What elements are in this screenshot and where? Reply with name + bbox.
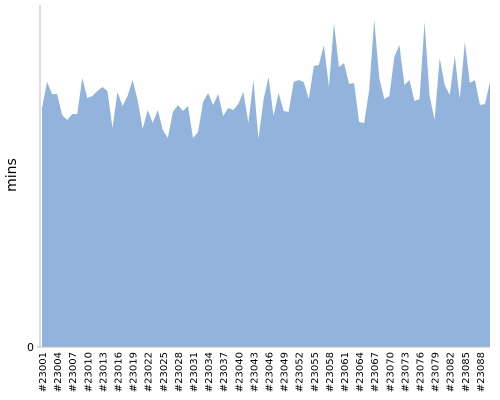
x-tick-label: #23004 [53, 352, 64, 392]
x-tick-label: #23028 [174, 352, 185, 392]
x-tick-label: #23001 [38, 352, 49, 392]
x-tick-label: #23067 [370, 352, 381, 392]
x-tick-label: #23007 [68, 352, 79, 392]
x-tick-label: #23064 [355, 352, 366, 392]
y-axis-label: mins [4, 158, 20, 192]
x-tick-label: #23046 [265, 352, 276, 392]
x-tick-label: #23037 [219, 352, 230, 392]
x-tick-label: #23079 [431, 352, 442, 392]
x-tick-label: #23013 [98, 352, 109, 392]
x-tick-label: #23034 [204, 352, 215, 392]
area [42, 20, 490, 347]
x-tick-label: #23010 [83, 352, 94, 392]
x-tick-label: #23031 [189, 352, 200, 392]
x-tick-label: #23085 [461, 352, 472, 392]
x-tick-label: #23025 [159, 352, 170, 392]
x-tick-label: #23052 [295, 352, 306, 392]
x-tick-label: #23055 [310, 352, 321, 392]
x-tick-label: #23049 [280, 352, 291, 392]
x-tick-label: #23088 [476, 352, 487, 392]
x-tick-label: #23043 [249, 352, 260, 392]
x-tick-label: #23070 [385, 352, 396, 392]
x-tick-label: #23058 [325, 352, 336, 392]
x-tick-label: #23016 [114, 352, 125, 392]
x-tick-label: #23019 [129, 352, 140, 392]
x-tick-label: #23061 [340, 352, 351, 392]
x-tick-label: #23076 [416, 352, 427, 392]
y-tick-label: 0 [27, 341, 34, 354]
x-tick-label: #23040 [234, 352, 245, 392]
x-tick-label: #23082 [446, 352, 457, 392]
x-tick-label: #23073 [400, 352, 411, 392]
x-tick-label: #23022 [144, 352, 155, 392]
